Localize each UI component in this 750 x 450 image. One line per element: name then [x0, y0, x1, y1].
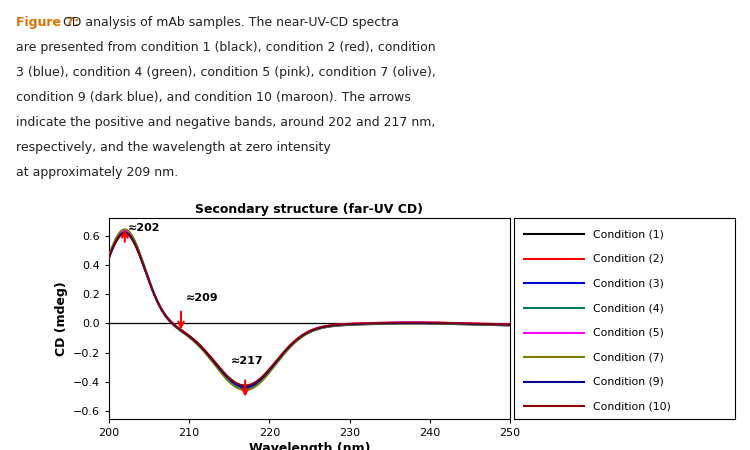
Text: Figure 7:: Figure 7:: [16, 16, 80, 29]
Text: CD analysis of mAb samples. The near-UV-CD spectra: CD analysis of mAb samples. The near-UV-…: [63, 16, 399, 29]
Text: Condition (10): Condition (10): [593, 401, 671, 411]
Text: Condition (1): Condition (1): [593, 229, 664, 239]
Text: Condition (5): Condition (5): [593, 328, 664, 338]
X-axis label: Wavelength (nm): Wavelength (nm): [248, 442, 370, 450]
Text: are presented from condition 1 (black), condition 2 (red), condition: are presented from condition 1 (black), …: [16, 41, 436, 54]
Text: Condition (4): Condition (4): [593, 303, 664, 313]
Text: ≈202: ≈202: [128, 223, 160, 234]
Text: condition 9 (dark blue), and condition 10 (maroon). The arrows: condition 9 (dark blue), and condition 1…: [16, 91, 411, 104]
Text: Condition (3): Condition (3): [593, 279, 664, 288]
Text: Condition (2): Condition (2): [593, 254, 664, 264]
Text: ≈209: ≈209: [186, 293, 218, 303]
Text: indicate the positive and negative bands, around 202 and 217 nm,: indicate the positive and negative bands…: [16, 116, 436, 129]
Text: Condition (7): Condition (7): [593, 352, 664, 362]
Text: at approximately 209 nm.: at approximately 209 nm.: [16, 166, 178, 179]
Text: Condition (9): Condition (9): [593, 377, 664, 387]
Text: 3 (blue), condition 4 (green), condition 5 (pink), condition 7 (olive),: 3 (blue), condition 4 (green), condition…: [16, 66, 436, 79]
Text: ≈217: ≈217: [231, 356, 263, 366]
Title: Secondary structure (far-UV CD): Secondary structure (far-UV CD): [195, 202, 423, 216]
Y-axis label: CD (mdeg): CD (mdeg): [56, 281, 68, 356]
Text: respectively, and the wavelength at zero intensity: respectively, and the wavelength at zero…: [16, 140, 332, 153]
